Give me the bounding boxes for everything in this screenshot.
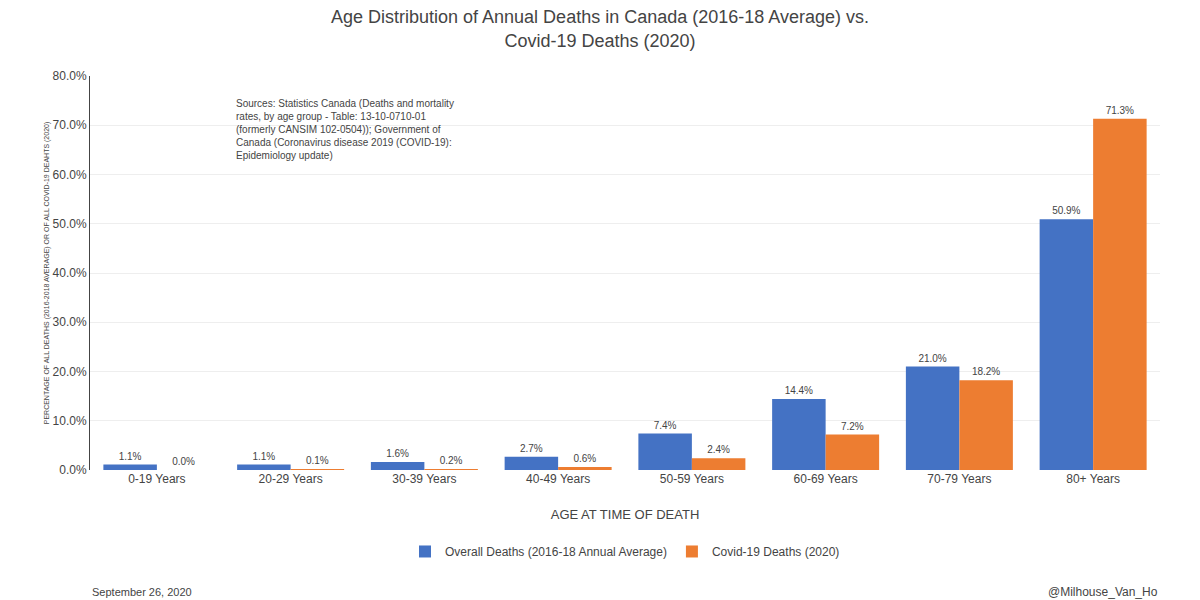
svg-text:1.1%: 1.1% xyxy=(252,451,275,462)
svg-text:14.4%: 14.4% xyxy=(785,385,813,396)
svg-text:18.2%: 18.2% xyxy=(972,366,1000,377)
svg-text:70.0%: 70.0% xyxy=(53,118,87,132)
svg-text:7.2%: 7.2% xyxy=(841,421,864,432)
svg-text:80.0%: 80.0% xyxy=(53,69,87,83)
svg-text:AGE AT TIME OF DEATH: AGE AT TIME OF DEATH xyxy=(551,507,700,522)
svg-text:10.0%: 10.0% xyxy=(53,414,87,428)
svg-text:Sources: Statistics Canada (De: Sources: Statistics Canada (Deaths and m… xyxy=(236,98,454,161)
svg-text:40-49 Years: 40-49 Years xyxy=(526,472,590,486)
svg-text:Covid-19 Deaths (2020): Covid-19 Deaths (2020) xyxy=(712,545,839,559)
svg-text:60-69 Years: 60-69 Years xyxy=(794,472,858,486)
svg-text:7.4%: 7.4% xyxy=(654,420,677,431)
svg-text:20-29 Years: 20-29 Years xyxy=(259,472,323,486)
svg-text:0.0%: 0.0% xyxy=(172,456,195,467)
svg-text:@Milhouse_Van_Ho: @Milhouse_Van_Ho xyxy=(1048,585,1158,599)
svg-text:70-79 Years: 70-79 Years xyxy=(927,472,991,486)
svg-text:1.1%: 1.1% xyxy=(119,451,142,462)
svg-text:50.0%: 50.0% xyxy=(53,217,87,231)
svg-text:30-39 Years: 30-39 Years xyxy=(392,472,456,486)
svg-text:71.3%: 71.3% xyxy=(1106,105,1134,116)
svg-text:50-59 Years: 50-59 Years xyxy=(660,472,724,486)
svg-text:2.7%: 2.7% xyxy=(520,443,543,454)
svg-text:50.9%: 50.9% xyxy=(1052,205,1080,216)
svg-text:21.0%: 21.0% xyxy=(918,353,946,364)
svg-text:0-19 Years: 0-19 Years xyxy=(128,472,185,486)
svg-text:0.6%: 0.6% xyxy=(573,453,596,464)
svg-text:PERCENTAGE OF ALL DEATHS (2016: PERCENTAGE OF ALL DEATHS (2016-2018 AVER… xyxy=(43,122,51,425)
svg-text:20.0%: 20.0% xyxy=(53,365,87,379)
svg-text:40.0%: 40.0% xyxy=(53,266,87,280)
svg-text:1.6%: 1.6% xyxy=(386,448,409,459)
svg-text:0.1%: 0.1% xyxy=(306,455,329,466)
svg-text:September 26, 2020: September 26, 2020 xyxy=(92,586,192,598)
svg-text:0.2%: 0.2% xyxy=(440,455,463,466)
svg-text:Age Distribution of Annual Dea: Age Distribution of Annual Deaths in Can… xyxy=(331,7,869,50)
svg-text:30.0%: 30.0% xyxy=(53,315,87,329)
svg-text:0.0%: 0.0% xyxy=(59,463,87,477)
svg-text:Overall Deaths (2016-18 Annual: Overall Deaths (2016-18 Annual Average) xyxy=(445,545,667,559)
svg-text:80+ Years: 80+ Years xyxy=(1066,472,1120,486)
svg-text:2.4%: 2.4% xyxy=(707,444,730,455)
svg-text:60.0%: 60.0% xyxy=(53,168,87,182)
